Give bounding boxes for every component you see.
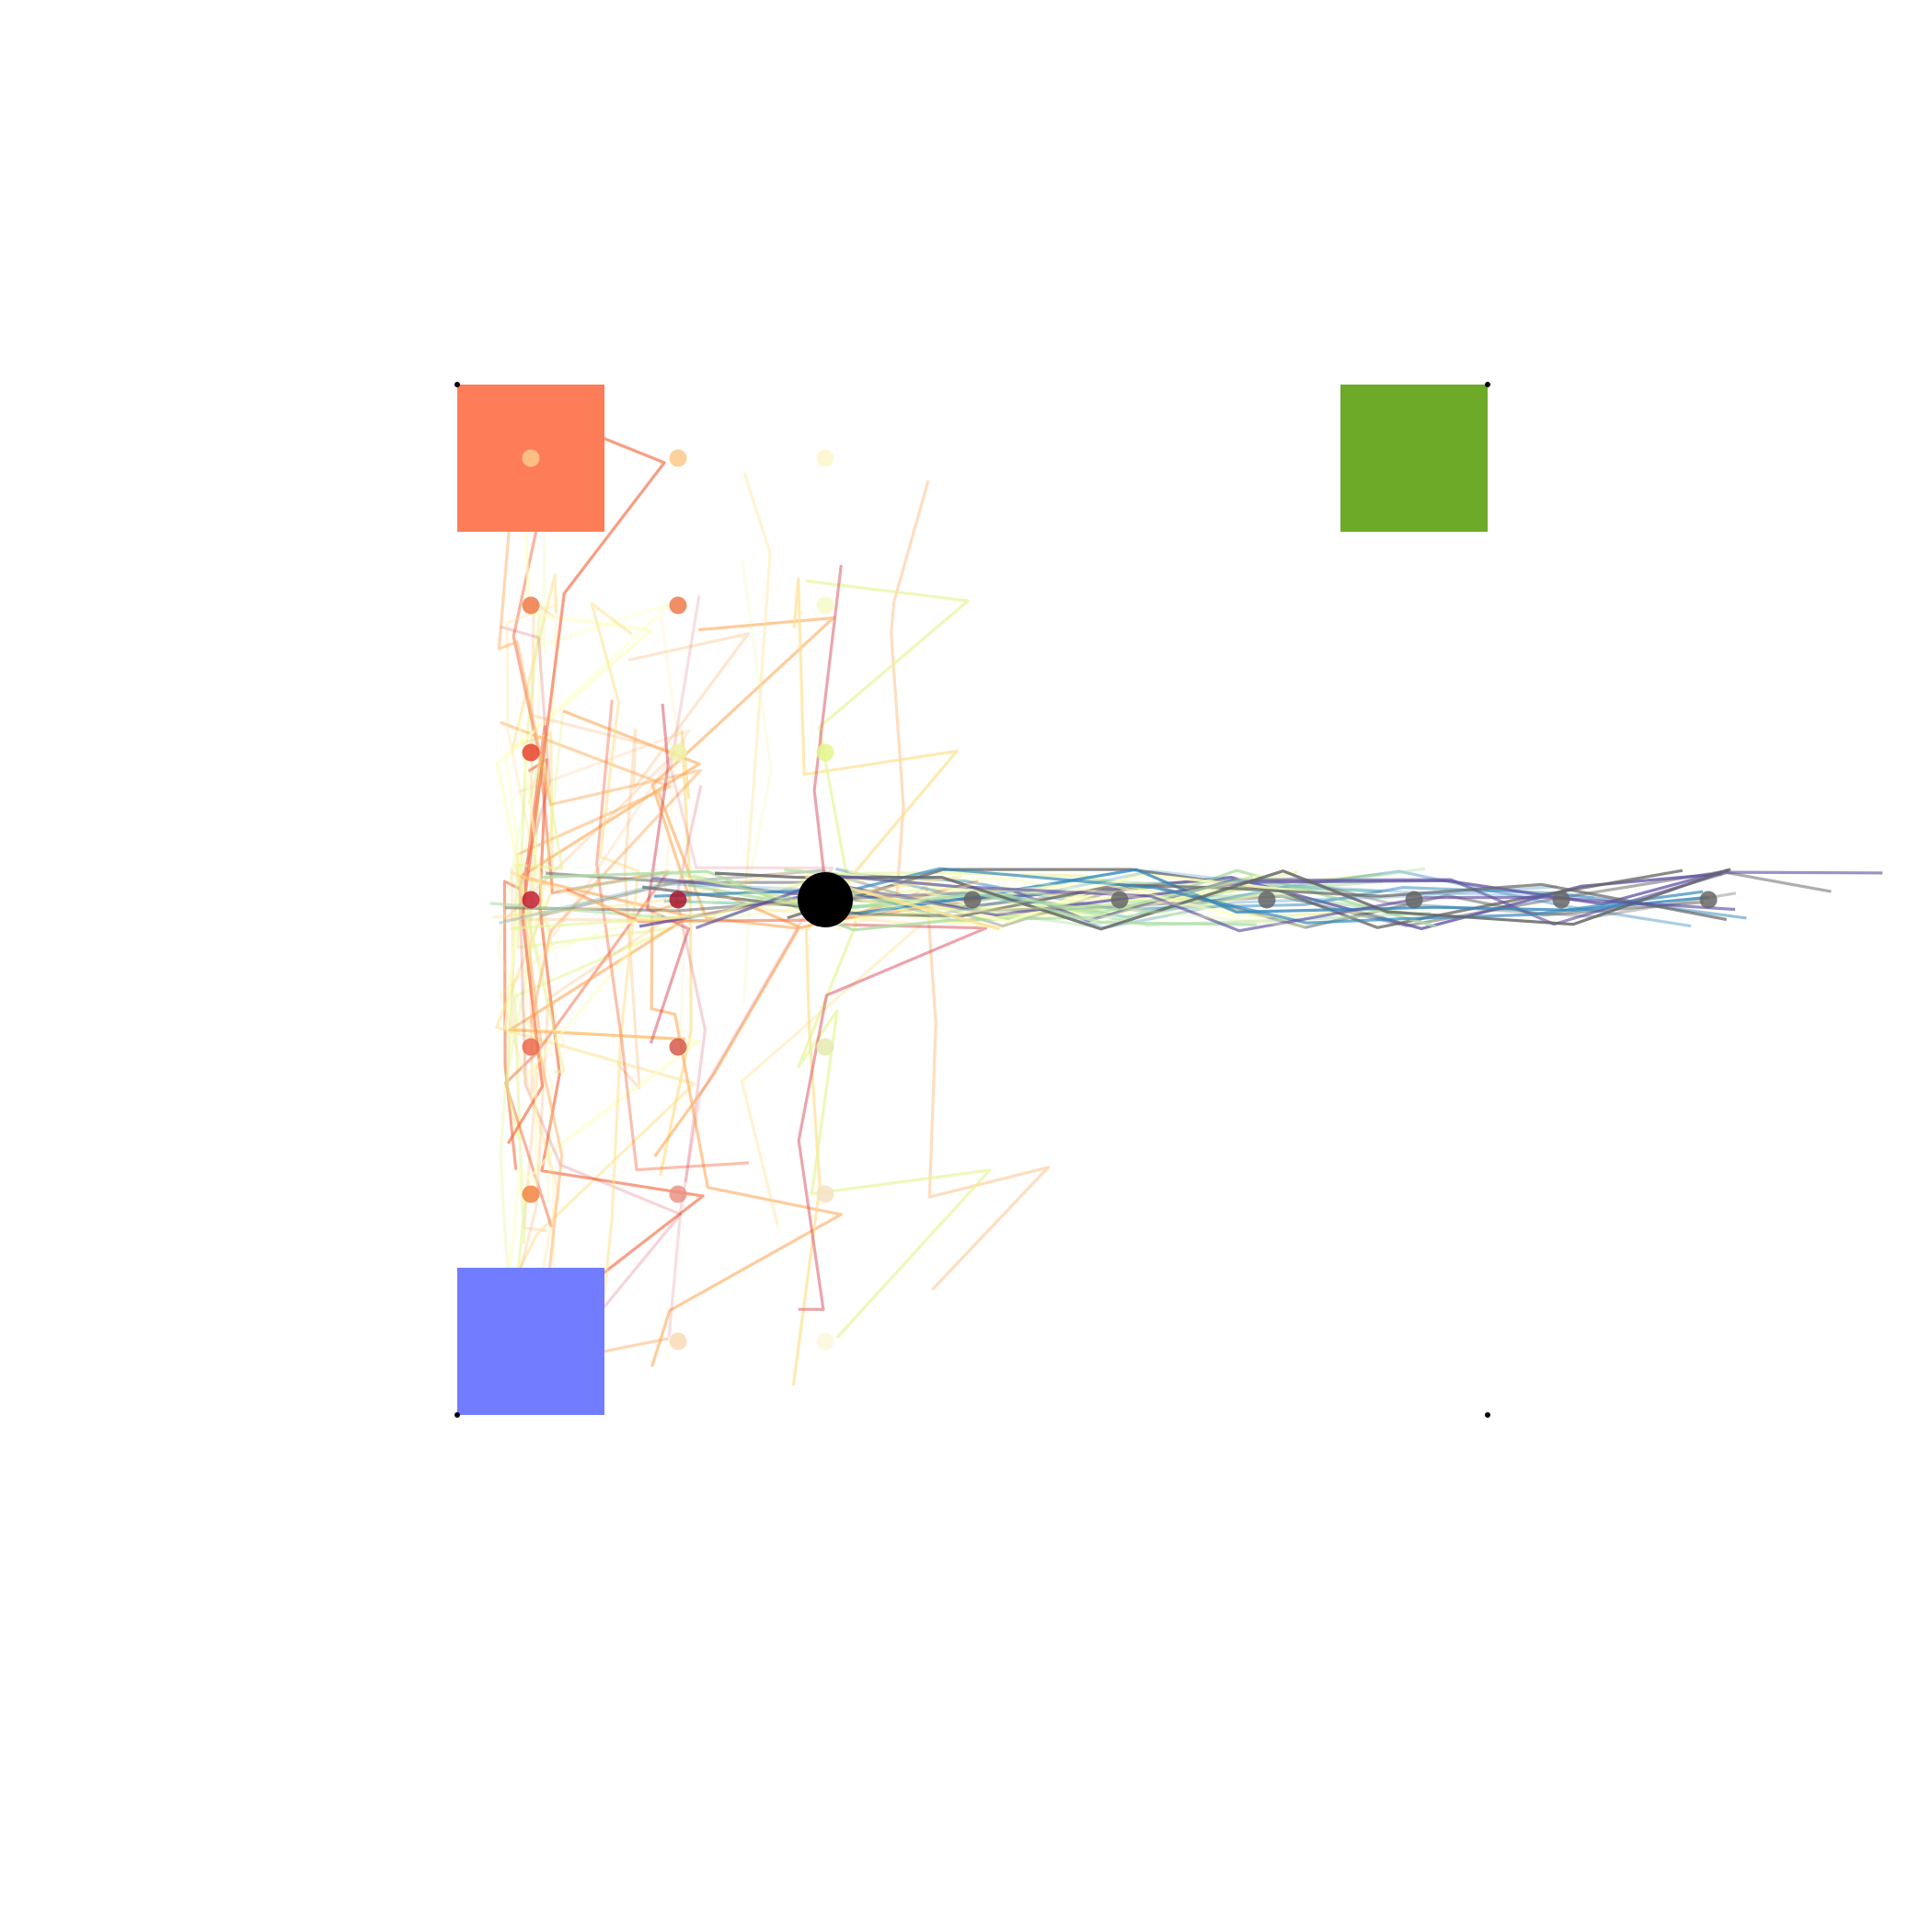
trajectory-horizontal [641, 874, 1147, 920]
grid-node [816, 1038, 834, 1056]
node-layer [522, 449, 1718, 1351]
trajectory-layer [489, 407, 1883, 1395]
top-right-room [1340, 385, 1488, 532]
grid-node [816, 1185, 834, 1203]
trajectory-vertical [674, 785, 707, 1183]
corner-marker [1485, 382, 1490, 387]
grid-node [522, 743, 540, 762]
grid-node [816, 1332, 834, 1351]
grid-node [669, 1332, 687, 1351]
trajectory-horizontal [862, 874, 1262, 922]
trajectory-vertical [499, 710, 565, 1386]
grid-node [1258, 891, 1276, 909]
grid-node [1699, 891, 1718, 909]
grid-node [816, 743, 834, 762]
grid-node [669, 891, 687, 909]
trajectory-horizontal [498, 869, 1595, 926]
grid-node [522, 596, 540, 615]
grid-node [1405, 891, 1423, 909]
trajectory-vertical [594, 699, 750, 1172]
corner-marker [1485, 1412, 1490, 1418]
grid-node [1110, 891, 1129, 909]
grid-node [816, 449, 834, 467]
trajectory-vertical [650, 615, 843, 1367]
trajectory-vertical [503, 423, 670, 1228]
trajectory-horizontal [642, 882, 1727, 922]
trajectory-horizontal [820, 875, 1266, 931]
trajectory-vertical [667, 594, 834, 1338]
trajectory-vertical [500, 720, 672, 1046]
trajectory-vertical [590, 602, 640, 1340]
grid-node [522, 1185, 540, 1203]
trajectory-vertical [497, 719, 665, 1373]
trajectory-vertical [797, 579, 992, 1340]
trajectory-vertical [616, 632, 751, 1090]
trajectory-vertical [740, 558, 773, 1004]
grid-node [522, 891, 540, 909]
trajectory-vertical [797, 565, 988, 1311]
trajectory-vertical [890, 479, 1050, 1291]
grid-node [1552, 891, 1570, 909]
trajectory-horizontal [819, 877, 1297, 914]
trajectory-vertical [510, 729, 691, 1030]
trajectory-vertical [740, 472, 923, 1227]
trajectory-vertical [527, 758, 705, 1310]
grid-node [669, 1185, 687, 1203]
grid-node [669, 743, 687, 762]
grid-node [669, 1038, 687, 1056]
trajectory-vertical [659, 615, 685, 1054]
bottom-left-room [457, 1268, 604, 1415]
trajectory-vertical [506, 407, 666, 1144]
corner-marker [454, 1412, 460, 1418]
room-layer [454, 382, 1490, 1418]
grid-node [522, 449, 540, 467]
trajectory-horizontal [653, 867, 1704, 925]
grid-node [816, 596, 834, 615]
trajectory-vertical [653, 791, 800, 1157]
grid-node [669, 449, 687, 467]
trajectory-horizontal [541, 868, 1437, 932]
corner-marker [454, 382, 460, 387]
trajectory-horizontal [663, 868, 1306, 928]
grid-node [963, 891, 982, 909]
agent-layer [798, 872, 853, 927]
grid-node [669, 596, 687, 615]
agent-marker [798, 872, 853, 927]
grid-node [522, 1038, 540, 1056]
trajectory-horizontal [695, 874, 1736, 933]
trajectory-vertical [497, 496, 703, 1366]
trajectory-vertical [504, 602, 673, 1085]
